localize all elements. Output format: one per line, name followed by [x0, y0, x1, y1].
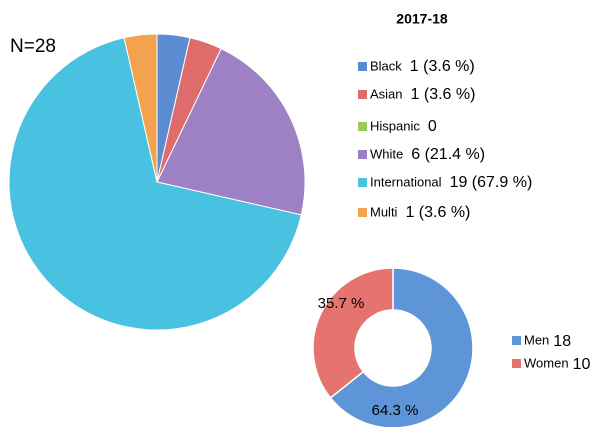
legend-swatch: [512, 336, 521, 345]
legend-value: 10: [573, 356, 591, 373]
chart-title: 2017-18: [396, 11, 448, 27]
legend-value: 6 (21.4 %): [411, 146, 485, 163]
legend-label: International: [370, 174, 442, 189]
legend-swatch: [358, 62, 367, 71]
donut-slice: [312, 267, 394, 399]
legend-label: Women: [524, 355, 569, 370]
annotation: N=28: [10, 36, 56, 57]
legend-swatch: [512, 359, 521, 368]
legend-label: Asian: [370, 86, 403, 101]
legend-label: Multi: [370, 204, 398, 219]
legend-value: 1 (3.6 %): [405, 204, 470, 221]
legend-swatch: [358, 90, 367, 99]
legend-swatch: [358, 208, 367, 217]
legend-value: 18: [553, 333, 571, 350]
legend-label: Hispanic: [370, 118, 420, 133]
pie-slice: [156, 47, 306, 216]
legend-swatch: [358, 150, 367, 159]
legend-value: 0: [428, 118, 437, 135]
legend-value: 1 (3.6 %): [411, 86, 476, 103]
legend-swatch: [358, 122, 367, 131]
legend-label: White: [370, 146, 403, 161]
legend-label: Men: [524, 332, 549, 347]
pie-slice: [8, 37, 302, 331]
slice-label: 64.3 %: [372, 402, 419, 419]
legend-swatch: [358, 178, 367, 187]
pie-slice: [123, 33, 158, 183]
slice-label: 35.7 %: [318, 295, 365, 312]
donut-slice: [329, 267, 474, 427]
legend-value: 19 (67.9 %): [450, 174, 533, 191]
legend-label: Black: [370, 58, 402, 73]
legend-value: 1 (3.6 %): [410, 58, 475, 75]
